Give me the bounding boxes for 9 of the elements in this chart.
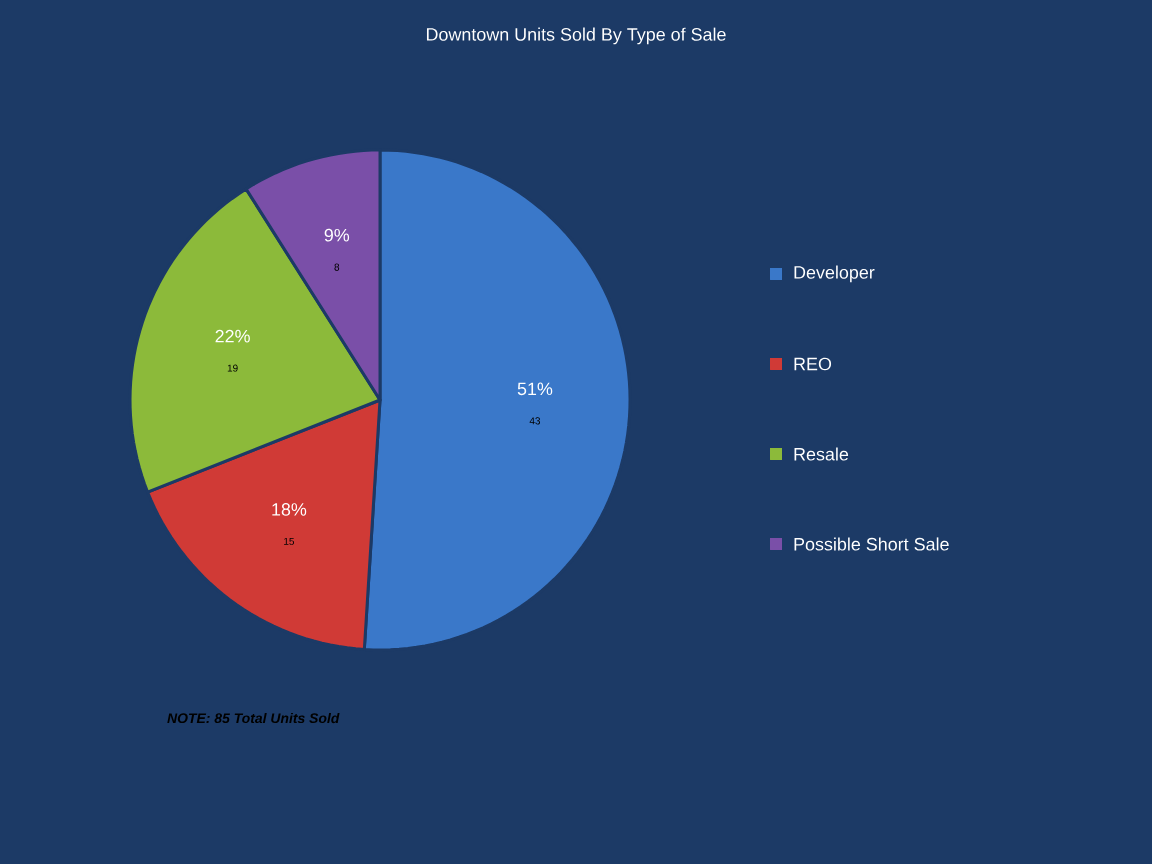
legend-label: Possible Short Sale	[794, 537, 949, 551]
legend-label: Resale	[794, 447, 849, 461]
legend-label: REO	[794, 357, 832, 371]
data-label: 18%	[272, 503, 307, 516]
data-label: 9%	[324, 228, 350, 242]
legend-label: Developer	[794, 265, 875, 283]
chart-title: Downtown Units Sold By Type of Sale	[426, 27, 726, 45]
data-label: 51%	[517, 382, 553, 396]
data-label: 22%	[215, 329, 250, 343]
